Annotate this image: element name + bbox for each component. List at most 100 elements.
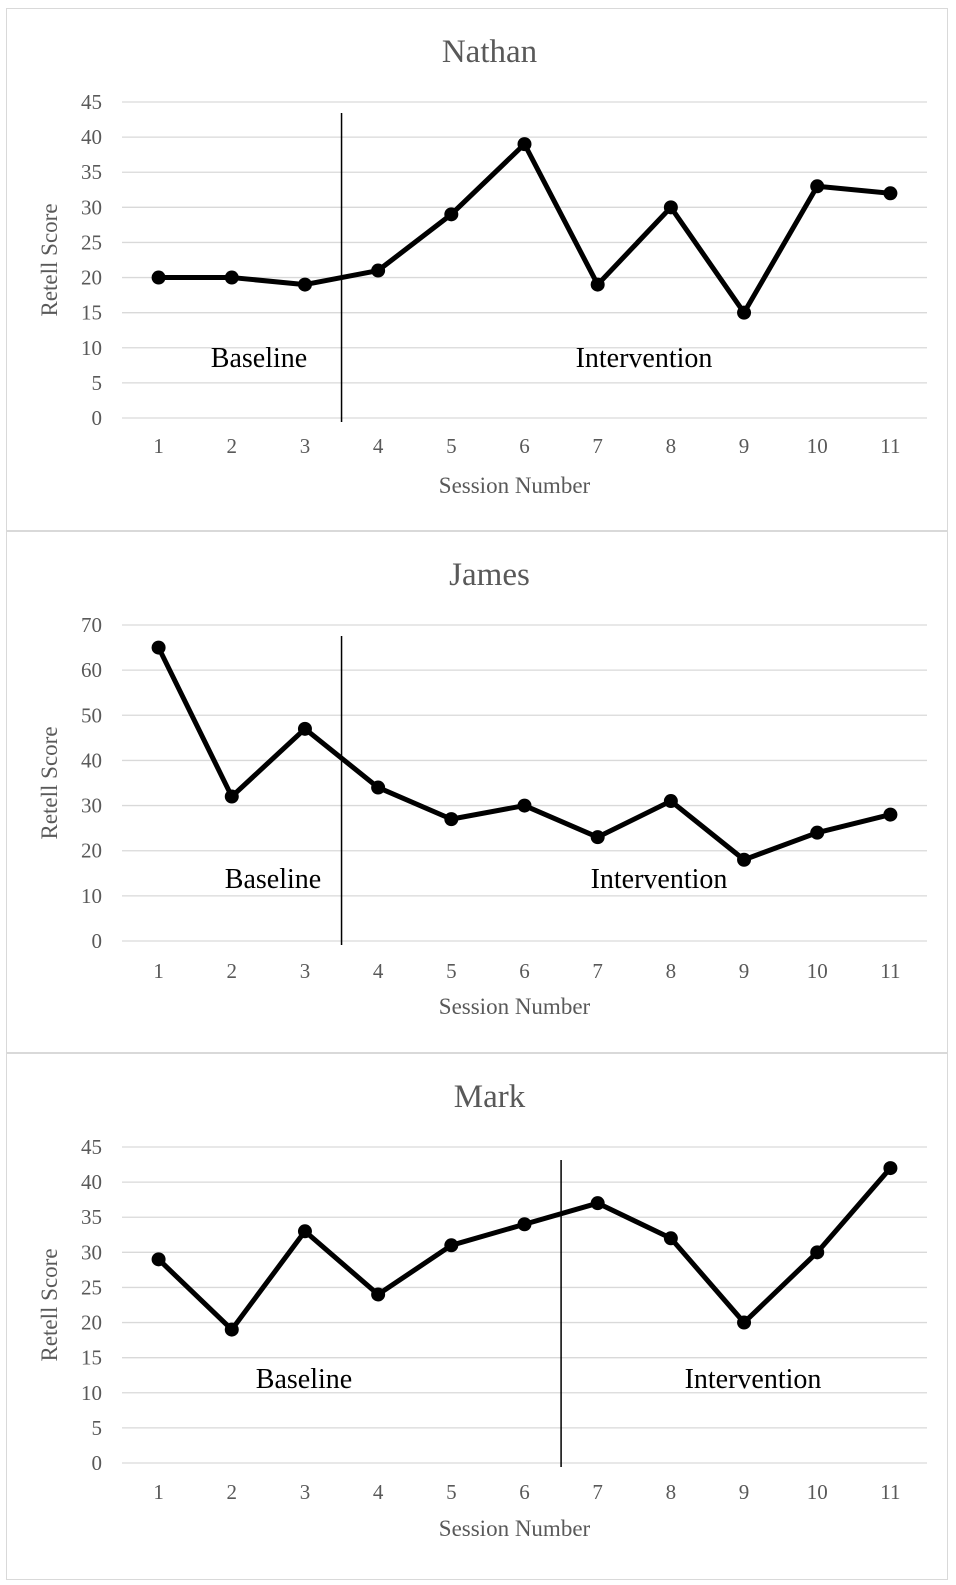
y-tick-label: 30 [81, 794, 102, 818]
data-point [444, 812, 459, 827]
x-tick-label: 4 [373, 959, 384, 983]
y-tick-label: 20 [81, 839, 102, 863]
y-tick-label: 10 [81, 336, 102, 360]
x-tick-label: 9 [739, 1480, 750, 1504]
data-point [297, 1224, 312, 1239]
data-point [590, 830, 605, 845]
chart-title: James [449, 557, 530, 593]
y-tick-label: 25 [81, 1275, 102, 1299]
series-line [156, 646, 892, 863]
y-tick-label: 20 [81, 266, 102, 290]
x-tick-label: 10 [807, 434, 828, 458]
y-tick-label: 35 [81, 160, 102, 184]
x-tick-label: 2 [227, 434, 238, 458]
data-point [663, 1231, 678, 1246]
x-tick-label: 11 [880, 959, 900, 983]
data-point [371, 263, 386, 278]
y-tick-label: 40 [81, 1170, 102, 1194]
phase-label-intervention: Intervention [685, 1364, 822, 1395]
data-point [151, 640, 166, 655]
x-tick-label: 10 [807, 1480, 828, 1504]
data-point [810, 1245, 825, 1260]
x-tick-label: 1 [153, 1480, 164, 1504]
x-tick-label: 1 [153, 434, 164, 458]
x-tick-label: 8 [666, 1480, 677, 1504]
chart-panel-nathan: Nathan 0 5 10 15 20 25 30 35 40 45 1 2 3 4 5 6 7 8 9 10 11 Ses… [6, 8, 948, 531]
y-tick-label: 15 [81, 301, 102, 325]
data-point [444, 207, 459, 222]
y-tick-label: 40 [81, 748, 102, 772]
x-tick-label: 9 [739, 434, 750, 458]
data-point [151, 1252, 166, 1267]
data-point [737, 852, 752, 867]
data-point [810, 179, 825, 194]
data-point [224, 1322, 239, 1337]
data-point [517, 137, 532, 152]
data-point [224, 789, 239, 804]
x-tick-label: 5 [446, 959, 457, 983]
y-tick-label: 60 [81, 658, 102, 682]
chart-title: Mark [454, 1079, 526, 1115]
x-tick-label: 7 [592, 959, 603, 983]
data-point [810, 825, 825, 840]
y-tick-label: 15 [81, 1346, 102, 1370]
x-tick-label: 11 [880, 434, 900, 458]
data-point [883, 186, 898, 201]
data-point [883, 807, 898, 822]
x-tick-label: 2 [227, 1480, 238, 1504]
data-point [224, 270, 239, 285]
x-tick-label: 3 [300, 959, 311, 983]
data-point [517, 798, 532, 813]
phase-label-baseline: Baseline [256, 1364, 352, 1395]
chart-panel-james: James 0 10 20 30 40 50 60 70 1 2 3 4 5 6 7 8 9 10 11 Session… [6, 531, 948, 1053]
x-tick-label: 8 [666, 434, 677, 458]
y-tick-label: 35 [81, 1205, 102, 1229]
data-point [517, 1217, 532, 1232]
data-point [297, 277, 312, 292]
chart-title: Nathan [442, 34, 537, 70]
x-tick-label: 3 [300, 1480, 311, 1504]
x-tick-label: 11 [880, 1480, 900, 1504]
x-tick-label: 1 [153, 959, 164, 983]
x-tick-label: 2 [227, 959, 238, 983]
x-tick-label: 8 [666, 959, 677, 983]
x-tick-label: 6 [519, 959, 530, 983]
phase-label-baseline: Baseline [211, 343, 307, 374]
x-axis-label: Session Number [439, 1516, 591, 1541]
x-tick-label: 7 [592, 1480, 603, 1504]
x-tick-label: 4 [373, 434, 384, 458]
chart-james: James 0 10 20 30 40 50 60 70 1 2 3 4 5 6 7 8 9 10 11 Session… [37, 557, 927, 1019]
y-tick-label: 5 [92, 1416, 103, 1440]
data-point [151, 270, 166, 285]
y-tick-label: 5 [92, 371, 103, 395]
x-tick-label: 7 [592, 434, 603, 458]
series-line [158, 141, 891, 316]
y-axis-label: Retell Score [37, 1248, 62, 1361]
x-tick-label: 3 [300, 434, 311, 458]
x-tick-label: 9 [739, 959, 750, 983]
x-tick-label: 5 [446, 434, 457, 458]
x-tick-label: 5 [446, 1480, 457, 1504]
data-point [371, 780, 386, 795]
data-point [883, 1161, 898, 1176]
y-axis-label: Retell Score [37, 726, 62, 839]
y-tick-label: 50 [81, 703, 102, 727]
y-tick-label: 0 [92, 406, 103, 430]
data-point [663, 794, 678, 809]
x-tick-label: 4 [373, 1480, 384, 1504]
x-axis-label: Session Number [439, 994, 591, 1019]
data-point [737, 305, 752, 320]
x-tick-label: 6 [519, 1480, 530, 1504]
y-tick-label: 25 [81, 230, 102, 254]
y-tick-label: 10 [81, 884, 102, 908]
chart-panel-mark: Mark 0 5 10 15 20 25 30 35 40 45 1 2 3 4 5 6 7 8 9 10 11 Sessi… [6, 1053, 948, 1580]
data-point [737, 1315, 752, 1330]
y-tick-label: 45 [81, 90, 102, 114]
y-axis-label: Retell Score [37, 203, 62, 316]
phase-label-intervention: Intervention [591, 864, 728, 895]
y-tick-label: 40 [81, 125, 102, 149]
data-point [444, 1238, 459, 1253]
y-tick-label: 70 [81, 613, 102, 637]
